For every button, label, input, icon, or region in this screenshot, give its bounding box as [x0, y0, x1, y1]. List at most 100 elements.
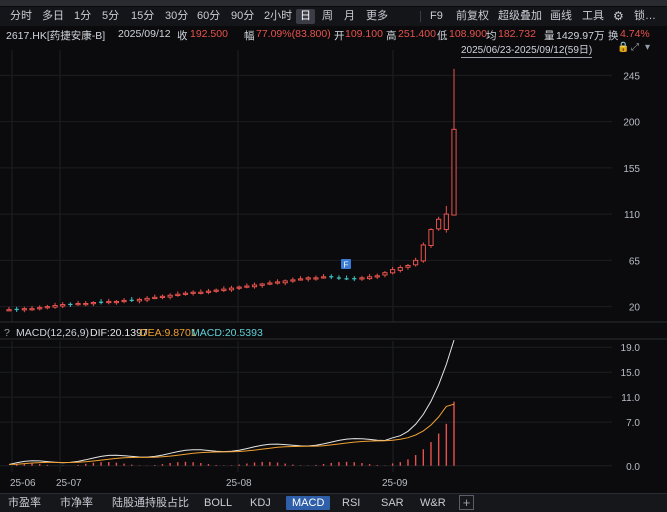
- tab-boll[interactable]: BOLL: [204, 497, 233, 509]
- period-day[interactable]: 日: [296, 9, 315, 24]
- candle-body: [75, 303, 81, 306]
- toolbar-divider: [420, 11, 421, 22]
- candle-body: [367, 276, 373, 280]
- candle-body: [60, 304, 66, 307]
- candle-body: [428, 229, 434, 247]
- period-intraday[interactable]: 分时: [10, 10, 32, 22]
- overlay-button[interactable]: 超级叠加: [498, 10, 542, 22]
- tab-pb[interactable]: 市净率: [60, 497, 93, 509]
- period-60min[interactable]: 60分: [197, 10, 221, 22]
- candle-body: [213, 289, 219, 292]
- period-1min[interactable]: 1分: [74, 10, 92, 22]
- candle-body: [83, 303, 89, 306]
- candle-body: [290, 279, 296, 282]
- tab-macd[interactable]: MACD: [286, 496, 331, 510]
- period-30min[interactable]: 30分: [165, 10, 189, 22]
- open-value: 109.100: [345, 28, 383, 40]
- candle-body: [52, 305, 58, 308]
- add-indicator-button[interactable]: +: [459, 495, 474, 510]
- help-icon[interactable]: ?: [4, 327, 10, 339]
- turnover-value: 4.74%: [620, 28, 650, 40]
- period-month[interactable]: 月: [344, 10, 355, 22]
- candle-body: [405, 264, 411, 268]
- tab-wr[interactable]: W&R: [420, 497, 446, 509]
- candle-body: [21, 308, 27, 311]
- close-label: 收: [177, 30, 188, 42]
- macd-grid: [0, 338, 667, 472]
- volume-label: 量: [544, 30, 555, 42]
- candle-body: [390, 269, 396, 274]
- candle-body: [90, 301, 96, 305]
- draw-line-button[interactable]: 画线: [550, 10, 572, 22]
- macd-y-tick-label: 11.0: [621, 393, 640, 404]
- candle-body: [397, 267, 403, 271]
- x-tick-label: 25-07: [56, 478, 82, 489]
- candle-body: [382, 272, 388, 276]
- macd-y-tick-label: 7.0: [626, 418, 640, 429]
- period-toolbar: 分时 多日 1分 5分 15分 30分 60分 90分 2小时 日 周 月 更多…: [0, 7, 667, 27]
- macd-legend: ? MACD(12,26,9) DIF:20.1397 DEA:9.8701 M…: [0, 326, 667, 340]
- dif-line: [8, 339, 455, 465]
- period-week[interactable]: 周: [322, 10, 333, 22]
- chevron-down-icon[interactable]: ▾: [645, 42, 651, 53]
- period-multiday[interactable]: 多日: [42, 10, 64, 22]
- candle-body: [37, 307, 43, 310]
- period-more[interactable]: 更多: [366, 10, 388, 22]
- period-5min[interactable]: 5分: [102, 10, 120, 22]
- x-tick-label: 25-09: [382, 478, 408, 489]
- f9-button[interactable]: F9: [430, 10, 443, 22]
- date-x-axis: 25-06 25-07 25-08 25-09: [10, 478, 408, 489]
- candle-body: [221, 288, 227, 292]
- candle-body: [236, 286, 242, 289]
- x-tick-label: 25-06: [10, 478, 36, 489]
- tab-pe[interactable]: 市盈率: [8, 497, 41, 509]
- candle-body: [352, 278, 357, 280]
- candle-body: [297, 278, 304, 281]
- kline-chart[interactable]: 245 200 155 110 65 20 19.0 15.0 11.0 7.0 0.0 25-0…: [0, 42, 667, 493]
- candle-body: [159, 295, 166, 299]
- tab-connect[interactable]: 陆股通持股占比: [112, 497, 189, 509]
- x-tick-label: 25-08: [226, 478, 252, 489]
- candle-body: [6, 309, 12, 312]
- candle-body: [152, 296, 158, 300]
- macd-indicator-name[interactable]: MACD(12,26,9): [16, 327, 89, 339]
- lock-icon[interactable]: 🔒: [617, 42, 630, 53]
- indicator-tabs: 市盈率 市净率 陆股通持股占比 BOLL KDJ MACD RSI SAR W&…: [0, 493, 667, 512]
- candle-body: [44, 306, 50, 309]
- date-range-label[interactable]: 2025/06/23-2025/09/12(59日): [461, 41, 593, 58]
- change-label: 幅: [244, 30, 255, 42]
- open-label: 开: [334, 30, 345, 42]
- candle-body: [129, 299, 134, 301]
- candle-body: [113, 300, 120, 304]
- f-marker: F: [341, 259, 351, 270]
- period-15min[interactable]: 15分: [131, 10, 155, 22]
- stock-code: 2617.HK[药捷安康-B]: [6, 30, 106, 42]
- quote-date: 2025/09/12: [118, 28, 171, 40]
- tab-kdj[interactable]: KDJ: [250, 497, 271, 509]
- candle-body: [244, 285, 250, 288]
- avg-value: 182.732: [498, 28, 536, 40]
- candle-body: [274, 281, 281, 284]
- candle-body: [443, 213, 449, 231]
- candle-body: [451, 128, 457, 216]
- tools-button[interactable]: 工具: [582, 10, 604, 22]
- candle-body: [175, 293, 181, 297]
- high-label: 高: [386, 30, 397, 42]
- expand-icon[interactable]: ⤢: [631, 42, 639, 53]
- candle-body: [228, 287, 235, 291]
- adjust-button[interactable]: 前复权: [456, 10, 489, 22]
- candle-body: [336, 277, 342, 279]
- tab-rsi[interactable]: RSI: [342, 497, 361, 509]
- candle-body: [198, 291, 204, 294]
- gear-icon[interactable]: ⚙: [613, 9, 624, 23]
- tab-sar[interactable]: SAR: [381, 497, 404, 509]
- period-2hour[interactable]: 2小时: [264, 10, 293, 22]
- price-y-axis: 245 200 155 110 65 20: [623, 71, 640, 313]
- candle-body: [344, 278, 349, 280]
- candlestick-series: [6, 68, 457, 313]
- more-menu-button[interactable]: 锁…: [634, 10, 656, 22]
- candle-body: [320, 276, 327, 279]
- macd-lines: [8, 339, 455, 465]
- candle-body: [282, 280, 288, 284]
- period-90min[interactable]: 90分: [231, 10, 255, 22]
